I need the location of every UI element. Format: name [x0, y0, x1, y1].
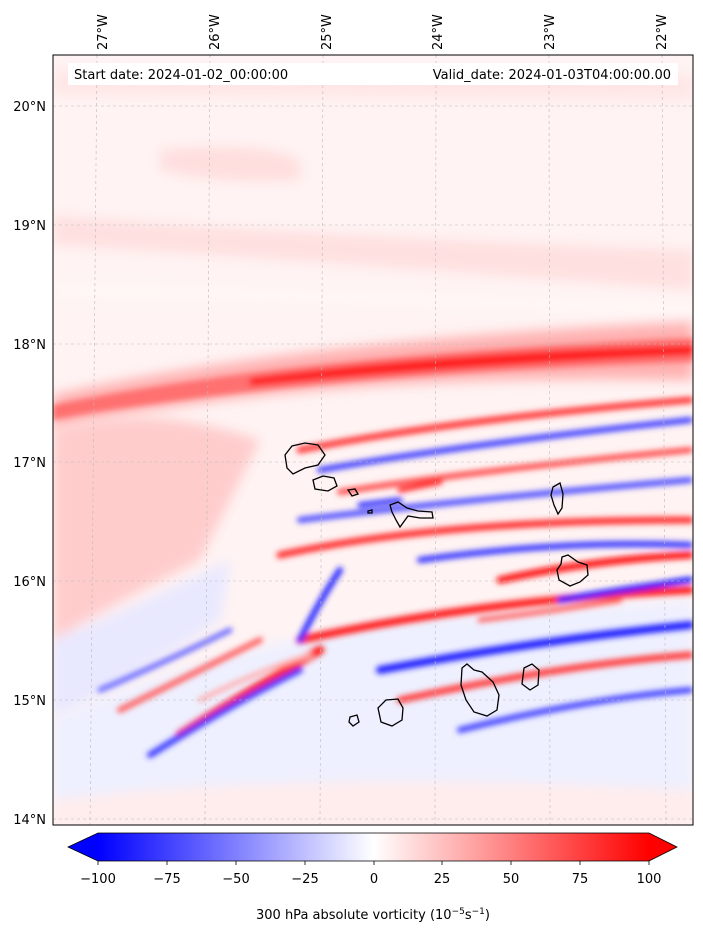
lat-label: 20°N	[13, 100, 46, 115]
colorbar: −100 −75 −50 −25 0 25 50 75 100 300 hPa …	[67, 832, 678, 923]
colorbar-low-extension	[68, 833, 98, 861]
latitude-labels: 20°N 19°N 18°N 17°N 16°N 15°N 14°N	[13, 100, 46, 828]
colorbar-title: 300 hPa absolute vorticity (10−5s−1)	[256, 907, 490, 923]
lon-label: 24°W	[431, 14, 446, 50]
start-date-label: Start date: 2024-01-02_00:00:00	[74, 68, 288, 83]
colorbar-tick: 0	[370, 872, 378, 887]
map-frame	[52, 54, 694, 826]
lat-label: 18°N	[13, 338, 46, 353]
lat-label: 19°N	[13, 219, 46, 234]
valid-date-label: Valid_date: 2024-01-03T04:00:00.00	[433, 68, 671, 83]
lat-label: 15°N	[13, 694, 46, 709]
colorbar-tick: 25	[434, 872, 451, 887]
colorbar-tick: 50	[503, 872, 520, 887]
colorbar-tick: −25	[291, 872, 318, 887]
colorbar-gradient	[98, 833, 649, 861]
vorticity-field	[53, 55, 693, 825]
lat-label: 14°N	[13, 813, 46, 828]
lat-label: 17°N	[13, 456, 46, 471]
lon-label: 25°W	[320, 14, 335, 50]
colorbar-tick: 100	[637, 872, 662, 887]
lon-label: 27°W	[96, 14, 111, 50]
lon-label: 26°W	[208, 14, 223, 50]
colorbar-high-extension	[649, 833, 677, 861]
lat-label: 16°N	[13, 575, 46, 590]
colorbar-tick: −100	[80, 872, 116, 887]
longitude-labels: 27°W 26°W 25°W 24°W 23°W 22°W	[96, 14, 670, 50]
lon-label: 23°W	[543, 14, 558, 50]
colorbar-tick: 75	[572, 872, 589, 887]
lon-label: 22°W	[655, 14, 670, 50]
colorbar-tick: −75	[153, 872, 180, 887]
info-box	[68, 63, 678, 85]
grid-lines	[53, 55, 693, 825]
colorbar-tick: −50	[222, 872, 249, 887]
coastlines	[284, 442, 589, 727]
